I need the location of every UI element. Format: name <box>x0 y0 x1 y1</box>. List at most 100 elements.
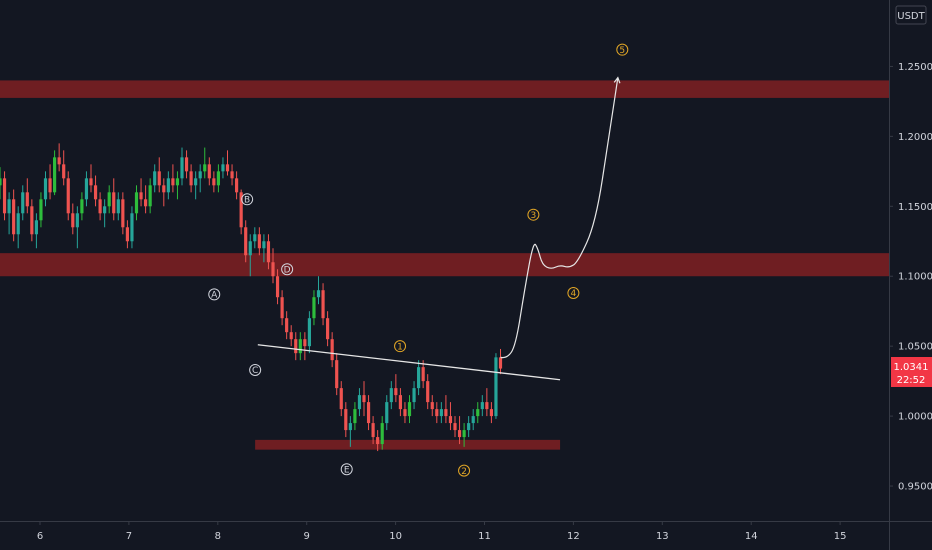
candle[interactable] <box>75 206 79 249</box>
candle[interactable] <box>157 157 161 193</box>
candle[interactable] <box>30 199 34 242</box>
candle[interactable] <box>480 395 484 417</box>
candle[interactable] <box>16 206 20 249</box>
candle[interactable] <box>148 178 152 214</box>
candle[interactable] <box>339 381 343 417</box>
wave-label-e[interactable]: E <box>340 463 353 476</box>
candle[interactable] <box>194 171 198 200</box>
candle[interactable] <box>248 234 252 277</box>
candle[interactable] <box>448 402 453 431</box>
candle[interactable] <box>25 178 29 214</box>
candle[interactable] <box>116 192 120 221</box>
candle[interactable] <box>153 164 157 193</box>
candle[interactable] <box>189 164 193 193</box>
candle[interactable] <box>21 185 25 221</box>
candle[interactable] <box>34 213 38 249</box>
candle[interactable] <box>303 332 307 361</box>
candle[interactable] <box>121 192 125 235</box>
candle[interactable] <box>280 290 284 326</box>
wave-label-5[interactable]: 5 <box>616 43 629 56</box>
candle[interactable] <box>394 374 398 403</box>
candle[interactable] <box>285 311 289 340</box>
candle[interactable] <box>344 402 348 438</box>
candle[interactable] <box>326 311 330 347</box>
candle[interactable] <box>453 416 457 438</box>
candle[interactable] <box>166 171 170 200</box>
candle[interactable] <box>266 234 271 270</box>
candle[interactable] <box>89 164 93 193</box>
candle[interactable] <box>134 185 139 221</box>
candle[interactable] <box>316 276 321 305</box>
candle[interactable] <box>162 178 166 207</box>
candle[interactable] <box>184 150 189 179</box>
candle[interactable] <box>307 311 311 354</box>
wave-label-4[interactable]: 4 <box>567 287 580 300</box>
candle[interactable] <box>321 283 325 326</box>
candle[interactable] <box>262 234 266 263</box>
wave-label-2[interactable]: 2 <box>458 464 471 477</box>
wave-label-1[interactable]: 1 <box>394 340 407 353</box>
candle[interactable] <box>144 185 148 214</box>
candle[interactable] <box>125 220 129 249</box>
candle[interactable] <box>426 374 430 410</box>
candle[interactable] <box>57 143 61 172</box>
candle[interactable] <box>335 353 339 396</box>
candle[interactable] <box>462 423 466 447</box>
candle[interactable] <box>130 206 134 249</box>
candle[interactable] <box>39 192 43 228</box>
candle[interactable] <box>298 332 302 361</box>
candle[interactable] <box>357 388 362 417</box>
candle[interactable] <box>171 164 175 193</box>
candle[interactable] <box>239 189 243 235</box>
candle[interactable] <box>244 220 248 263</box>
candle[interactable] <box>275 269 280 305</box>
candle[interactable] <box>485 388 489 417</box>
candle[interactable] <box>417 360 421 396</box>
candle[interactable] <box>84 171 89 207</box>
candle[interactable] <box>80 192 84 221</box>
candle[interactable] <box>385 395 389 431</box>
candle[interactable] <box>366 395 371 431</box>
candle[interactable] <box>376 430 380 452</box>
candle[interactable] <box>203 147 207 179</box>
candle[interactable] <box>362 381 366 417</box>
candle[interactable] <box>207 157 211 186</box>
candle[interactable] <box>330 332 334 368</box>
candle[interactable] <box>494 353 498 419</box>
candle[interactable] <box>412 381 416 410</box>
candle[interactable] <box>457 416 462 445</box>
candle[interactable] <box>225 150 230 176</box>
candle[interactable] <box>380 416 384 450</box>
candle[interactable] <box>235 171 239 200</box>
candle[interactable] <box>439 402 443 424</box>
candle[interactable] <box>253 227 257 249</box>
candle[interactable] <box>180 147 184 186</box>
candle[interactable] <box>112 178 116 221</box>
candle[interactable] <box>348 416 352 447</box>
candle[interactable] <box>66 171 70 221</box>
candle[interactable] <box>498 348 503 375</box>
candle[interactable] <box>0 167 2 200</box>
candle[interactable] <box>257 227 261 256</box>
candle[interactable] <box>371 416 375 445</box>
candle[interactable] <box>93 175 98 207</box>
candle[interactable] <box>407 395 412 424</box>
candle[interactable] <box>467 416 471 438</box>
candle[interactable] <box>489 402 493 424</box>
candle[interactable] <box>221 157 225 179</box>
candle[interactable] <box>435 402 439 424</box>
candle[interactable] <box>62 150 66 186</box>
wave-label-a[interactable]: A <box>208 288 221 301</box>
candle[interactable] <box>43 171 48 207</box>
candle[interactable] <box>216 164 220 193</box>
candle[interactable] <box>12 189 16 242</box>
candle[interactable] <box>103 199 107 228</box>
candle[interactable] <box>107 185 111 214</box>
candle[interactable] <box>471 409 475 431</box>
projection-path[interactable] <box>500 77 619 359</box>
candle[interactable] <box>389 381 393 410</box>
candle[interactable] <box>139 178 143 207</box>
candle[interactable] <box>212 171 216 193</box>
candle[interactable] <box>175 171 180 200</box>
